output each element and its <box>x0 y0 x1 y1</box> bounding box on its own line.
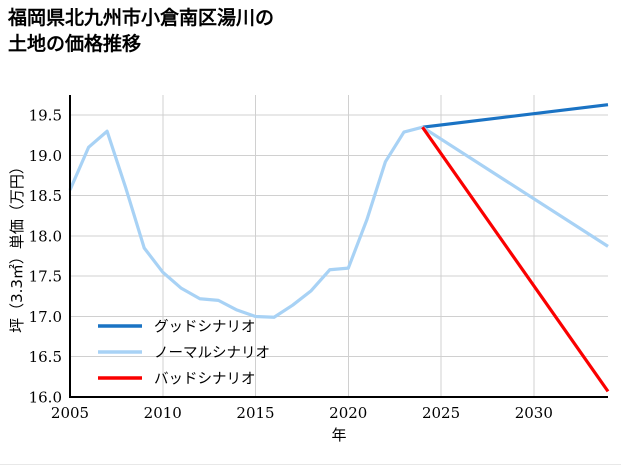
x-tick-label: 2020 <box>329 404 367 422</box>
series-line-バッドシナリオ <box>421 126 610 393</box>
y-tick-labels: 16.0 16.5 17.0 17.5 18.0 18.5 19.0 19.5 <box>29 107 62 407</box>
legend-label: グッドシナリオ <box>154 319 256 336</box>
series-line-グッドシナリオ <box>422 103 609 129</box>
x-tick-label: 2005 <box>51 404 89 422</box>
y-tick-label: 18.5 <box>29 187 62 205</box>
x-axis-title: 年 <box>331 426 346 444</box>
y-tick-label: 16.0 <box>29 389 62 407</box>
page-title: 福岡県北九州市小倉南区湯川の 土地の価格推移 <box>8 8 275 55</box>
series-group <box>68 103 610 393</box>
x-tick-label: 2030 <box>515 404 553 422</box>
axis-spine-path <box>68 95 608 399</box>
axis-spines <box>68 95 608 399</box>
x-tick-label: 2025 <box>422 404 460 422</box>
series-line-ノーマルシナリオ <box>68 125 609 319</box>
y-tick-label: 16.5 <box>29 348 62 366</box>
y-tick-label: 17.5 <box>29 268 62 286</box>
x-tick-label: 2010 <box>144 404 182 422</box>
legend-label: ノーマルシナリオ <box>154 346 270 362</box>
y-tick-label: 19.5 <box>29 107 62 125</box>
y-axis-title: 坪（3.3㎡）単価（万円） <box>8 159 26 333</box>
y-tick-label: 19.0 <box>29 147 62 165</box>
y-tick-label: 18.0 <box>29 227 62 245</box>
legend-label: バッドシナリオ <box>154 372 256 388</box>
x-tick-labels: 2005 2010 2015 2020 2025 2030 <box>51 404 553 422</box>
y-tick-label: 17.0 <box>29 308 62 326</box>
x-tick-label: 2015 <box>236 404 274 422</box>
